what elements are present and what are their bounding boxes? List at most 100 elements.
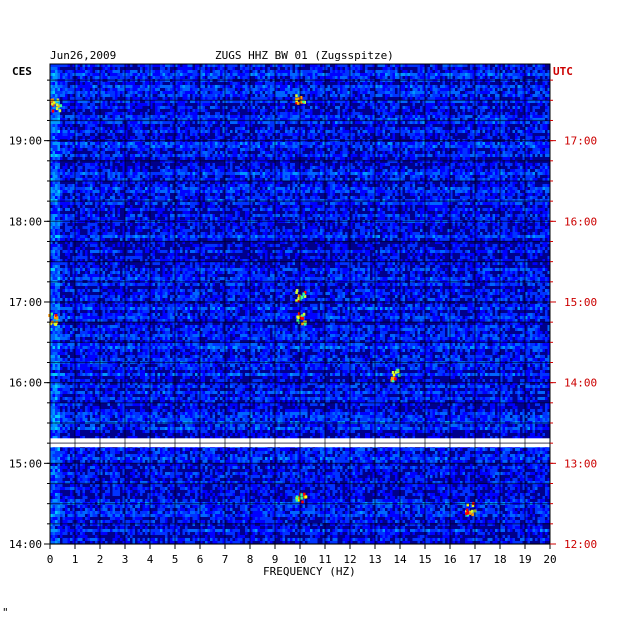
spectrogram-cell xyxy=(82,157,85,160)
spectrogram-cell xyxy=(450,100,453,103)
spectrogram-cell xyxy=(225,88,228,91)
spectrogram-cell xyxy=(142,76,145,79)
spectrogram-cell xyxy=(77,133,80,136)
spectrogram-cell xyxy=(410,154,413,157)
spectrogram-cell xyxy=(267,82,270,85)
spectrogram-cell xyxy=(180,67,183,70)
spectrogram-cell xyxy=(270,91,273,94)
spectrogram-cell xyxy=(137,103,140,106)
spectrogram-cell xyxy=(385,109,388,112)
spectrogram-cell xyxy=(277,115,280,118)
spectrogram-cell xyxy=(537,94,540,97)
spectrogram-cell xyxy=(292,136,295,139)
spectrogram-cell xyxy=(137,133,140,136)
spectrogram-cell xyxy=(462,148,465,151)
spectrogram-cell xyxy=(197,103,200,106)
spectrogram-cell xyxy=(225,64,228,67)
spectrogram-cell xyxy=(177,115,180,118)
spectrogram-cell xyxy=(300,91,303,94)
spectrogram-cell xyxy=(100,142,103,145)
spectrogram-cell xyxy=(372,106,375,109)
spectrogram-cell xyxy=(137,160,140,163)
spectrogram-cell xyxy=(207,157,210,160)
spectrogram-cell xyxy=(282,121,285,124)
spectrogram-cell xyxy=(307,115,310,118)
spectrogram-cell xyxy=(497,145,500,148)
spectrogram-cell xyxy=(420,97,423,100)
spectrogram-cell xyxy=(102,154,105,157)
spectrogram-cell xyxy=(297,64,300,67)
spectrogram-cell xyxy=(247,136,250,139)
spectrogram-cell xyxy=(335,145,338,148)
spectrogram-cell xyxy=(320,88,323,91)
spectrogram-cell xyxy=(270,130,273,133)
spectrogram-cell xyxy=(267,97,270,100)
spectrogram-cell xyxy=(235,85,238,88)
spectrogram-cell xyxy=(162,157,165,160)
spectrogram-cell xyxy=(320,151,323,154)
spectrogram-cell xyxy=(360,76,363,79)
spectrogram-cell xyxy=(220,115,223,118)
spectrogram-cell xyxy=(175,127,178,130)
spectrogram-cell xyxy=(110,169,113,172)
spectrogram-cell xyxy=(255,97,258,100)
spectrogram-cell xyxy=(345,136,348,139)
spectrogram-cell xyxy=(137,115,140,118)
spectrogram-cell xyxy=(242,97,245,100)
spectrogram-cell xyxy=(462,124,465,127)
spectrogram-cell xyxy=(260,145,263,148)
spectrogram-cell xyxy=(260,127,263,130)
spectrogram-cell xyxy=(317,73,320,76)
spectrogram-cell xyxy=(545,121,548,124)
spectrogram-cell xyxy=(50,169,53,172)
spectrogram-cell xyxy=(210,88,213,91)
spectrogram-cell xyxy=(457,97,460,100)
spectrogram-cell xyxy=(205,109,208,112)
spectrogram-cell xyxy=(475,157,478,160)
spectrogram-cell xyxy=(195,151,198,154)
spectrogram-cell xyxy=(542,142,545,145)
spectrogram-cell xyxy=(450,136,453,139)
spectrogram-cell xyxy=(147,73,150,76)
spectrogram-cell xyxy=(82,145,85,148)
spectrogram-cell xyxy=(477,151,480,154)
spectrogram-cell xyxy=(295,145,298,148)
spectrogram-cell xyxy=(135,130,138,133)
spectrogram-cell xyxy=(367,133,370,136)
spectrogram-cell xyxy=(525,136,528,139)
spectrogram-cell xyxy=(382,145,385,148)
spectrogram-cell xyxy=(125,100,128,103)
spectrogram-cell xyxy=(250,73,253,76)
spectrogram-cell xyxy=(492,145,495,148)
spectrogram-cell xyxy=(445,115,448,118)
spectrogram-cell xyxy=(407,88,410,91)
spectrogram-cell xyxy=(192,127,195,130)
spectrogram-cell xyxy=(227,85,230,88)
spectrogram-cell xyxy=(187,118,190,121)
spectrogram-cell xyxy=(55,70,58,73)
spectrogram-cell xyxy=(190,130,193,133)
spectrogram-cell xyxy=(210,145,213,148)
spectrogram-cell xyxy=(132,97,135,100)
spectrogram-cell xyxy=(410,70,413,73)
spectrogram-cell xyxy=(375,85,378,88)
spectrogram-cell xyxy=(385,127,388,130)
spectrogram-cell xyxy=(182,112,185,115)
spectrogram-cell xyxy=(407,145,410,148)
spectrogram-cell xyxy=(245,145,248,148)
spectrogram-cell xyxy=(227,118,230,121)
spectrogram-cell xyxy=(547,166,550,169)
spectrogram-cell xyxy=(172,154,175,157)
spectrogram-cell xyxy=(225,166,228,169)
spectrogram-cell xyxy=(205,73,208,76)
spectrogram-cell xyxy=(267,121,270,124)
spectrogram-cell xyxy=(395,166,398,169)
spectrogram-cell xyxy=(270,73,273,76)
spectrogram-cell xyxy=(405,166,408,169)
spectrogram-cell xyxy=(392,154,395,157)
spectrogram-cell xyxy=(242,91,245,94)
spectrogram-cell xyxy=(540,94,543,97)
spectrogram-cell xyxy=(395,67,398,70)
spectrogram-cell xyxy=(325,91,328,94)
spectrogram-cell xyxy=(305,118,308,121)
